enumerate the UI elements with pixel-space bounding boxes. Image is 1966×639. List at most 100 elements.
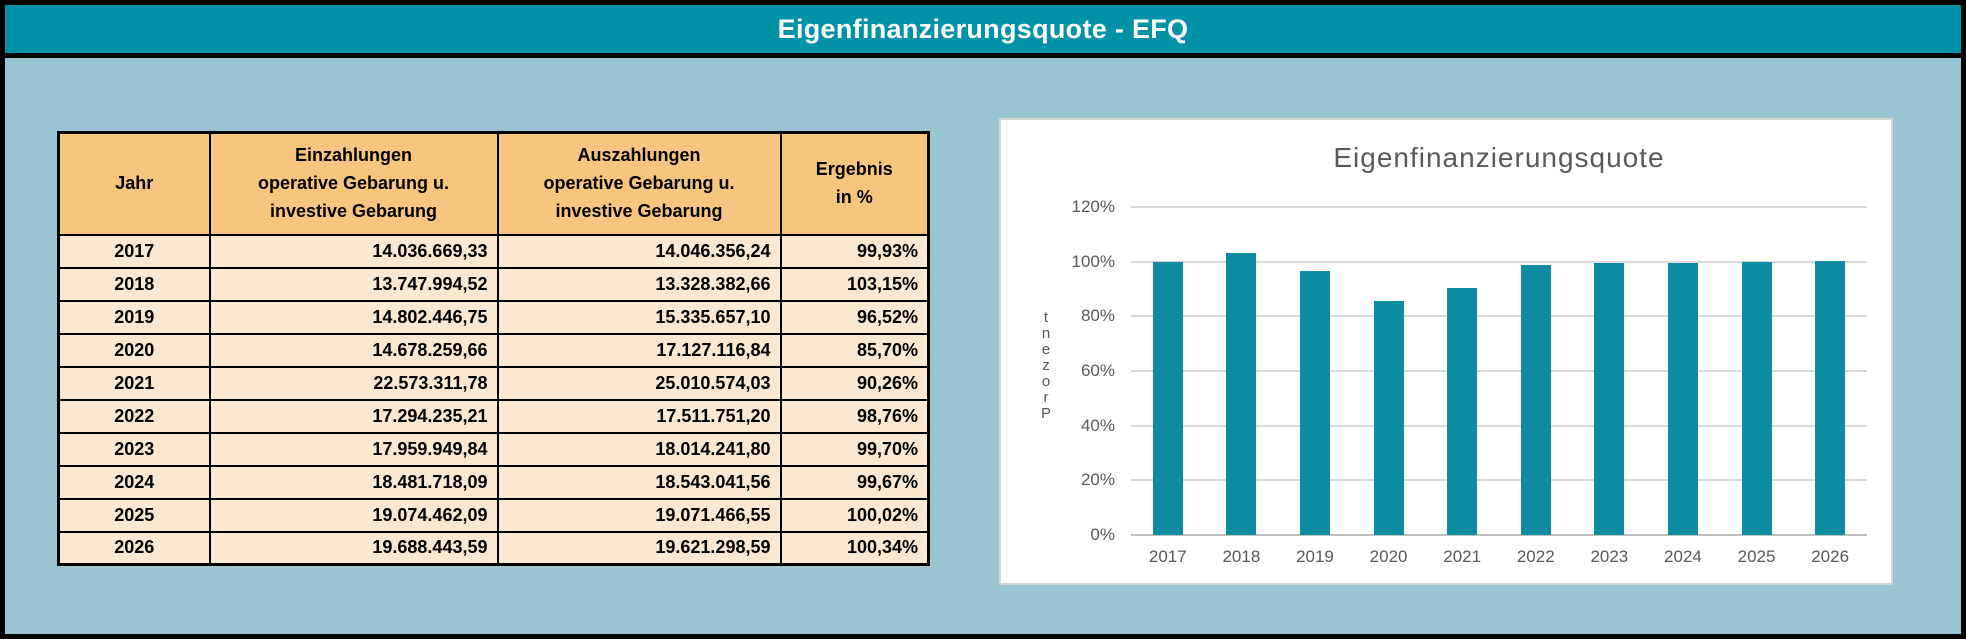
cell-ergebnis: 90,26% [779,365,930,401]
cell-ergebnis: 100,34% [779,530,930,566]
bar-series [1131,207,1867,535]
cell-auszahlungen: 25.010.574,03 [496,365,782,401]
cell-einzahlungen: 22.573.311,78 [208,365,499,401]
column-header-ergebnis: Ergebnis in % [779,131,930,236]
bar-2020 [1373,300,1404,535]
bar-slot [1646,207,1720,535]
efq-table: Jahr Einzahlungen operative Gebarung u. … [57,131,930,566]
table-row: 2024 18.481.718,09 18.543.041,56 99,67% [57,464,930,500]
cell-auszahlungen: 19.071.466,55 [496,497,782,533]
column-header-einzahlungen: Einzahlungen operative Gebarung u. inves… [208,131,499,236]
column-header-jahr: Jahr [57,131,211,236]
x-tick-label: 2023 [1590,547,1629,566]
x-tick-label: 2019 [1296,547,1334,566]
x-axis-line [1131,534,1867,536]
bar-2023 [1594,262,1625,535]
cell-einzahlungen: 19.074.462,09 [208,497,499,533]
bar-2024 [1667,262,1698,535]
table-row: 2018 13.747.994,52 13.328.382,66 103,15% [57,266,930,302]
cell-ergebnis: 85,70% [779,332,930,368]
cell-ergebnis: 96,52% [779,299,930,335]
x-tick-label: 2022 [1516,547,1555,566]
cell-einzahlungen: 14.036.669,33 [208,233,499,269]
bar-2026 [1815,260,1846,535]
gridline [1131,370,1867,372]
cell-einzahlungen: 17.294.235,21 [208,398,499,434]
table-row: 2021 22.573.311,78 25.010.574,03 90,26% [57,365,930,401]
table-header-row: Jahr Einzahlungen operative Gebarung u. … [57,131,930,236]
y-tick-label: 100% [1071,251,1115,271]
cell-jahr: 2026 [57,530,211,566]
cell-jahr: 2018 [57,266,211,302]
cell-ergebnis: 98,76% [779,398,930,434]
y-tick-label: 0% [1090,525,1115,544]
y-tick-label: 120% [1071,197,1115,216]
cell-auszahlungen: 14.046.356,24 [496,233,782,269]
x-axis-labels: 2017 2018 2019 2020 2021 2022 2023 2024 2025 2026 [1131,547,1867,567]
cell-auszahlungen: 13.328.382,66 [496,266,782,302]
gridline [1131,260,1867,263]
bar-slot [1278,207,1352,535]
bar-slot [1499,207,1573,535]
y-tick-label: 40% [1080,415,1115,435]
bar-slot [1205,207,1279,535]
table-row: 2022 17.294.235,21 17.511.751,20 98,76% [57,398,930,434]
cell-einzahlungen: 14.802.446,75 [208,299,499,335]
cell-einzahlungen: 13.747.994,52 [208,266,499,302]
column-header-auszahlungen: Auszahlungen operative Gebarung u. inves… [496,131,782,236]
cell-ergebnis: 99,70% [779,431,930,467]
y-tick-label: 20% [1080,470,1115,490]
x-tick-label: 2017 [1148,547,1187,566]
cell-auszahlungen: 17.511.751,20 [496,398,782,434]
cell-einzahlungen: 17.959.949,84 [208,431,499,467]
cell-auszahlungen: 18.014.241,80 [496,431,782,467]
x-tick-label: 2018 [1222,547,1261,566]
cell-auszahlungen: 18.543.041,56 [496,464,782,500]
y-tick-label: 80% [1080,306,1115,326]
bar-slot [1720,207,1794,535]
gridline [1131,315,1867,318]
cell-jahr: 2025 [57,497,211,533]
bar-slot [1352,207,1426,535]
bar-2022 [1520,265,1551,535]
cell-einzahlungen: 19.688.443,59 [208,530,499,566]
bar-slot [1425,207,1499,535]
cell-ergebnis: 99,93% [779,233,930,269]
cell-jahr: 2024 [57,464,211,500]
table-row: 2017 14.036.669,33 14.046.356,24 99,93% [57,233,930,269]
cell-einzahlungen: 18.481.718,09 [208,464,499,500]
cell-jahr: 2021 [57,365,211,401]
cell-ergebnis: 99,67% [779,464,930,500]
bar-2017 [1152,261,1183,535]
table-row: 2020 14.678.259,66 17.127.116,84 85,70% [57,332,930,368]
bar-2021 [1447,288,1478,535]
chart-title: Eigenfinanzierungsquote [1333,142,1665,173]
cell-jahr: 2022 [57,398,211,434]
x-tick-label: 2025 [1737,547,1776,566]
table-row: 2026 19.688.443,59 19.621.298,59 100,34% [57,530,930,566]
y-tick-label: 60% [1080,361,1115,380]
cell-einzahlungen: 14.678.259,66 [208,332,499,368]
cell-auszahlungen: 19.621.298,59 [496,530,782,566]
cell-jahr: 2020 [57,332,211,368]
page-title-bar: Eigenfinanzierungsquote - EFQ [5,5,1961,58]
x-tick-label: 2021 [1443,547,1482,566]
bar-slot [1573,207,1647,535]
table-row: 2019 14.802.446,75 15.335.657,10 96,52% [57,299,930,335]
bar-2018 [1226,253,1257,535]
bar-slot [1131,207,1205,535]
x-tick-label: 2024 [1664,547,1702,566]
bar-2019 [1299,271,1330,535]
cell-ergebnis: 103,15% [779,266,930,302]
table-row: 2023 17.959.949,84 18.014.241,80 99,70% [57,431,930,467]
cell-jahr: 2023 [57,431,211,467]
cell-jahr: 2017 [57,233,211,269]
gridline [1131,424,1867,427]
bar-2025 [1741,261,1772,535]
gridline [1131,479,1867,482]
table-row: 2025 19.074.462,09 19.071.466,55 100,02% [57,497,930,533]
x-tick-label: 2026 [1811,547,1850,566]
